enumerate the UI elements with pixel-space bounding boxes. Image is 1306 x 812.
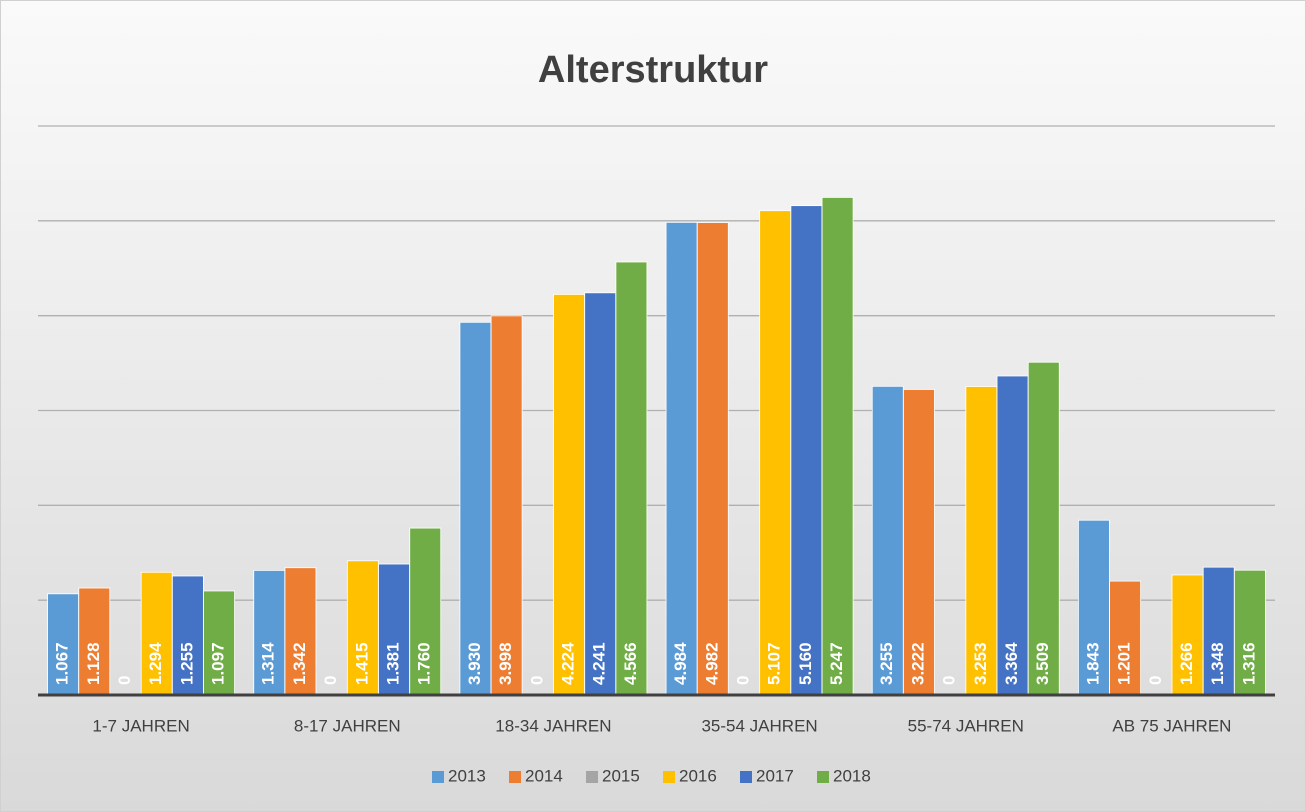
bar [696, 222, 729, 696]
data-label: 1.415 [352, 642, 371, 685]
data-label: 1.266 [1177, 642, 1196, 685]
bar [284, 567, 317, 696]
data-label: 5.247 [827, 642, 846, 685]
bar [903, 389, 935, 696]
data-label: 0 [733, 676, 752, 685]
data-label: 3.364 [1002, 642, 1021, 685]
legend-label: 2017 [756, 766, 794, 785]
data-label: 3.255 [877, 642, 896, 685]
data-label: 1.760 [415, 642, 434, 685]
bar [1109, 580, 1142, 696]
data-label: 0 [321, 676, 340, 685]
data-label: 4.566 [621, 642, 640, 685]
legend-label: 2015 [602, 766, 640, 785]
legend-label: 2016 [679, 766, 717, 785]
legend-label: 2014 [525, 766, 563, 785]
x-tick-label: 55-74 JAHREN [908, 716, 1024, 735]
bar [1027, 361, 1060, 696]
data-label: 0 [115, 676, 134, 685]
data-label: 1.201 [1115, 642, 1134, 685]
data-label: 0 [1146, 676, 1165, 685]
data-label: 1.255 [177, 642, 196, 685]
legend-label: 2018 [833, 766, 871, 785]
bar [78, 587, 111, 696]
data-label: 5.160 [796, 642, 815, 685]
x-tick-label: 35-54 JAHREN [701, 716, 817, 735]
x-tick-label: 18-34 JAHREN [495, 716, 611, 735]
data-label: 1.128 [84, 642, 103, 685]
bar [1078, 519, 1110, 696]
data-label: 0 [940, 676, 959, 685]
data-label: 1.067 [53, 642, 72, 685]
x-tick-label: 1-7 JAHREN [92, 716, 189, 735]
bar [965, 386, 998, 696]
bar [490, 315, 523, 696]
legend-swatch [509, 771, 521, 783]
x-tick-label: AB 75 JAHREN [1112, 716, 1231, 735]
bar [171, 575, 204, 696]
data-label: 3.253 [971, 642, 990, 685]
data-label: 1.348 [1208, 642, 1227, 685]
bar [140, 571, 173, 696]
bar [203, 590, 235, 696]
bar [821, 197, 854, 696]
bar [409, 527, 442, 696]
bar [665, 221, 698, 696]
bar [253, 569, 286, 696]
data-label: 4.224 [559, 642, 578, 685]
bar [1234, 569, 1266, 696]
data-label: 1.314 [259, 642, 278, 685]
bar [584, 292, 617, 696]
legend-swatch [817, 771, 829, 783]
bar [790, 205, 823, 696]
data-label: 1.843 [1083, 642, 1102, 685]
data-label: 5.107 [765, 642, 784, 685]
legend-swatch [432, 771, 444, 783]
data-label: 0 [527, 676, 546, 685]
data-label: 1.097 [209, 642, 228, 685]
legend-swatch [740, 771, 752, 783]
data-label: 4.241 [590, 642, 609, 685]
data-label: 3.998 [496, 642, 515, 685]
data-label: 3.930 [465, 642, 484, 685]
data-label: 3.222 [908, 642, 927, 685]
data-label: 1.294 [146, 642, 165, 685]
data-label: 4.982 [702, 642, 721, 685]
data-label: 1.342 [290, 642, 309, 685]
data-label: 1.316 [1239, 642, 1258, 685]
chart-title: Alterstruktur [538, 49, 768, 91]
data-label: 3.509 [1033, 642, 1052, 685]
bar [459, 321, 492, 696]
data-label: 1.381 [384, 642, 403, 685]
bar [759, 210, 792, 696]
bar [378, 563, 410, 696]
bar [615, 261, 648, 696]
bar [553, 294, 585, 696]
bar [871, 385, 904, 696]
legend-label: 2013 [448, 766, 486, 785]
x-tick-label: 8-17 JAHREN [294, 716, 401, 735]
legend-swatch [663, 771, 675, 783]
legend-swatch [586, 771, 598, 783]
data-label: 4.984 [671, 642, 690, 685]
